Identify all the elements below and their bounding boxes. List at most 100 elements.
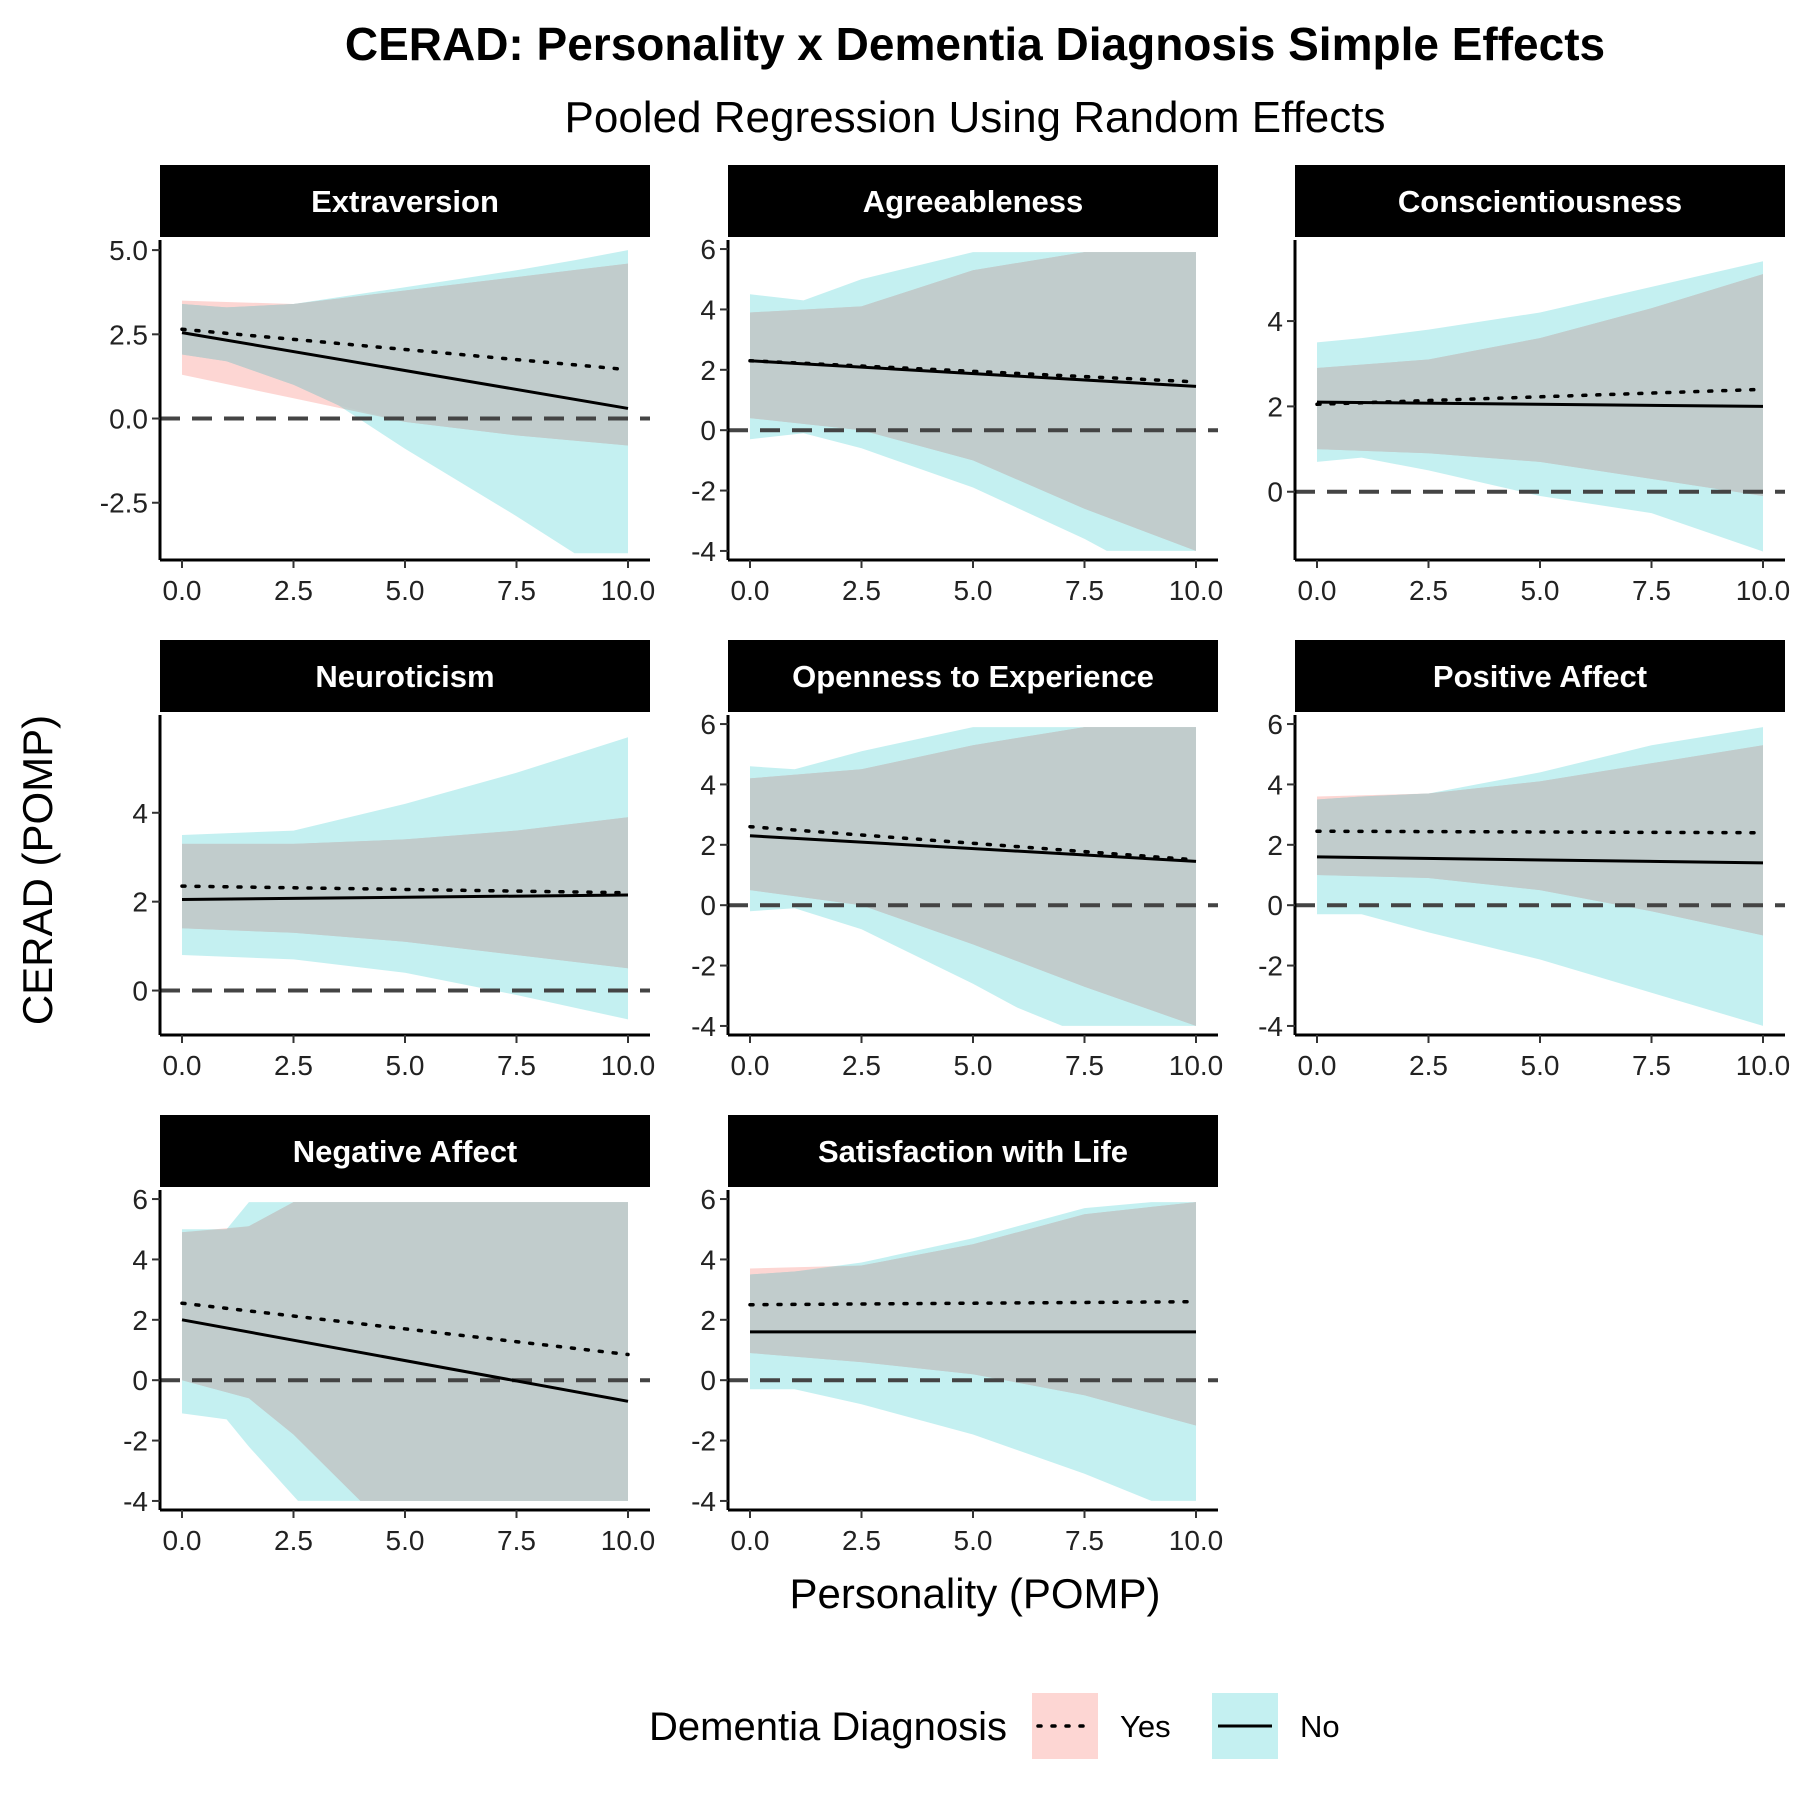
facet-strip bbox=[160, 640, 650, 712]
x-tick-label: 5.0 bbox=[954, 1525, 993, 1556]
facet-strip bbox=[160, 1115, 650, 1187]
facet-strip-label: Positive Affect bbox=[1433, 659, 1647, 694]
y-tick-label: 4 bbox=[132, 1244, 148, 1275]
y-tick-label: 2 bbox=[1267, 391, 1283, 422]
y-tick-label: -2 bbox=[123, 1426, 148, 1457]
facet-panel: Satisfaction with Life 6 4 2 0 -2 -4 0.0 2.5 5.0 7… bbox=[691, 1115, 1223, 1556]
y-tick-label: 4 bbox=[132, 798, 148, 829]
y-tick-label: 0 bbox=[700, 890, 716, 921]
series-line-yes bbox=[180, 884, 630, 895]
ci-band-overlap bbox=[182, 263, 628, 446]
x-tick-label: 5.0 bbox=[954, 1050, 993, 1081]
y-tick-label: 2 bbox=[132, 887, 148, 918]
y-tick-label: 0 bbox=[132, 1365, 148, 1396]
y-tick-label: 4 bbox=[700, 769, 716, 800]
series-line-no bbox=[181, 1318, 629, 1403]
series-line-no bbox=[749, 359, 1197, 388]
y-tick-label: 6 bbox=[700, 709, 716, 740]
x-tick-label: 2.5 bbox=[842, 1050, 881, 1081]
y-tick-label: -2.5 bbox=[100, 488, 148, 519]
y-tick-label: 0 bbox=[700, 415, 716, 446]
facet-strip-label: Openness to Experience bbox=[792, 659, 1154, 694]
y-tick-label: 6 bbox=[700, 234, 716, 265]
x-tick-label: 0.0 bbox=[163, 575, 202, 606]
y-tick-label: 4 bbox=[700, 294, 716, 325]
x-tick-label: 10.0 bbox=[1169, 1050, 1224, 1081]
legend-title: Dementia Diagnosis bbox=[649, 1705, 1007, 1749]
series-line-no bbox=[749, 834, 1197, 863]
x-tick-label: 2.5 bbox=[274, 1050, 313, 1081]
series-line-yes bbox=[748, 1299, 1198, 1307]
y-tick-label: 4 bbox=[1267, 769, 1283, 800]
facet-strip-label: Neuroticism bbox=[315, 659, 494, 694]
chart-subtitle: Pooled Regression Using Random Effects bbox=[565, 93, 1386, 142]
series-line-no bbox=[1316, 400, 1764, 408]
x-tick-label: 2.5 bbox=[842, 1525, 881, 1556]
y-tick-label: 2 bbox=[700, 830, 716, 861]
facet-strip bbox=[728, 640, 1218, 712]
x-tick-label: 2.5 bbox=[1409, 1050, 1448, 1081]
ci-band-overlap bbox=[182, 817, 628, 969]
y-tick-label: 6 bbox=[700, 1184, 716, 1215]
legend-label-yes: Yes bbox=[1120, 1709, 1171, 1744]
x-tick-label: 5.0 bbox=[1521, 575, 1560, 606]
y-tick-label: 6 bbox=[1267, 709, 1283, 740]
series-line-yes bbox=[180, 1301, 630, 1357]
x-tick-label: 7.5 bbox=[1065, 1050, 1104, 1081]
x-tick-label: 10.0 bbox=[601, 1050, 656, 1081]
x-tick-label: 0.0 bbox=[731, 1050, 770, 1081]
x-tick-label: 7.5 bbox=[1065, 1525, 1104, 1556]
facet-strip bbox=[728, 165, 1218, 237]
facet-panel: Positive Affect 6 4 2 0 -2 -4 0.0 2.5 5.0 7.5 10.0 bbox=[1258, 640, 1790, 1081]
y-tick-label: 0 bbox=[132, 976, 148, 1007]
x-tick-label: 5.0 bbox=[386, 1050, 425, 1081]
x-tick-label: 0.0 bbox=[1298, 1050, 1337, 1081]
x-tick-label: 10.0 bbox=[1169, 575, 1224, 606]
y-tick-label: 2 bbox=[700, 1305, 716, 1336]
series-line-yes bbox=[748, 824, 1198, 862]
ci-band-overlap bbox=[1317, 745, 1763, 936]
y-tick-label: -4 bbox=[691, 1486, 716, 1517]
x-tick-label: 2.5 bbox=[274, 1525, 313, 1556]
x-tick-label: 10.0 bbox=[601, 1525, 656, 1556]
facet-panel: Conscientiousness 4 2 0 0.0 2.5 5.0 7.5 10.0 bbox=[1267, 165, 1790, 606]
facet-panel: Openness to Experience 6 4 2 0 -2 -4 0.0 2.5 5.0 7… bbox=[691, 640, 1223, 1081]
facet-strip-label: Agreeableness bbox=[863, 184, 1084, 219]
series-line-yes bbox=[1315, 829, 1765, 835]
y-tick-label: 2.5 bbox=[109, 319, 148, 350]
x-tick-label: 2.5 bbox=[1409, 575, 1448, 606]
y-tick-label: -4 bbox=[1258, 1011, 1283, 1042]
facet-strip-label: Conscientiousness bbox=[1398, 184, 1682, 219]
legend: Dementia Diagnosis Yes No bbox=[649, 1693, 1340, 1759]
series-line-no bbox=[181, 331, 629, 410]
x-tick-label: 7.5 bbox=[497, 1050, 536, 1081]
y-tick-label: 4 bbox=[700, 1244, 716, 1275]
chart-title: CERAD: Personality x Dementia Diagnosis … bbox=[345, 18, 1605, 70]
x-tick-label: 5.0 bbox=[386, 575, 425, 606]
x-tick-label: 7.5 bbox=[1632, 575, 1671, 606]
y-tick-label: 2 bbox=[132, 1305, 148, 1336]
facet-strip-label: Extraversion bbox=[311, 184, 499, 219]
x-tick-label: 5.0 bbox=[386, 1525, 425, 1556]
x-tick-label: 10.0 bbox=[601, 575, 656, 606]
series-line-no bbox=[1316, 855, 1764, 865]
x-tick-label: 10.0 bbox=[1169, 1525, 1224, 1556]
ci-band-overlap bbox=[750, 727, 1196, 1026]
facet-strip-label: Satisfaction with Life bbox=[818, 1134, 1128, 1169]
x-tick-label: 7.5 bbox=[497, 575, 536, 606]
x-tick-label: 2.5 bbox=[842, 575, 881, 606]
y-tick-label: 6 bbox=[132, 1184, 148, 1215]
y-tick-label: -2 bbox=[1258, 951, 1283, 982]
y-tick-label: -4 bbox=[691, 536, 716, 567]
y-tick-label: 4 bbox=[1267, 306, 1283, 337]
y-tick-label: -2 bbox=[691, 476, 716, 507]
ci-band-overlap bbox=[750, 1202, 1196, 1426]
facet-strip bbox=[1295, 640, 1785, 712]
y-tick-label: 5.0 bbox=[109, 235, 148, 266]
facet-strip bbox=[1295, 165, 1785, 237]
legend-label-no: No bbox=[1300, 1709, 1340, 1744]
x-tick-label: 0.0 bbox=[731, 1525, 770, 1556]
facet-panel: Negative Affect 6 4 2 0 -2 -4 0.0 2.5 5.0 7.5 10.0 bbox=[123, 1115, 655, 1556]
x-tick-label: 0.0 bbox=[163, 1525, 202, 1556]
